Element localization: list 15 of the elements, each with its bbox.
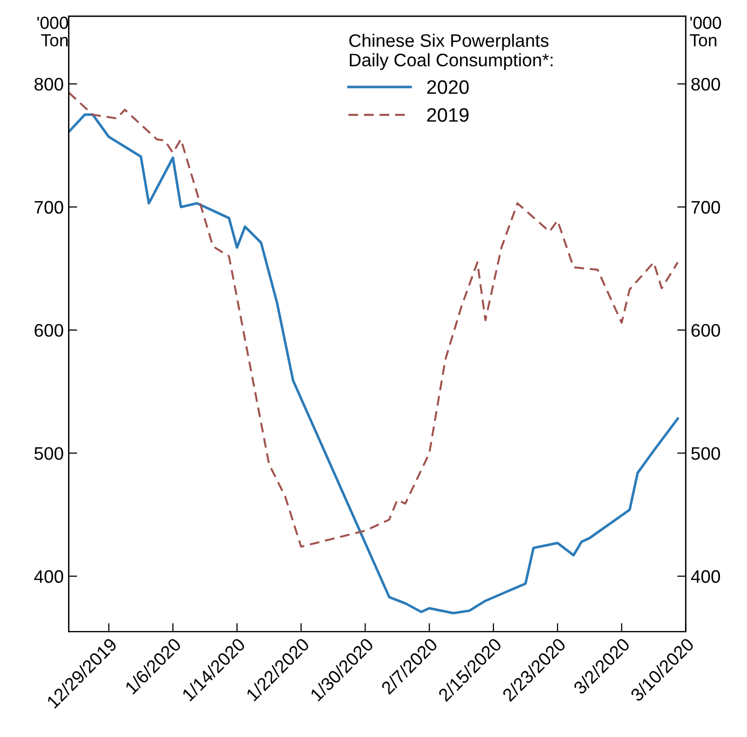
y-axis-title: '000 Ton <box>37 16 68 46</box>
y2-tick-label: 800 <box>691 78 720 91</box>
y-tick-label: 500 <box>34 447 64 460</box>
legend-title: Chinese Six Powerplants Daily Coal Consumption*: <box>349 34 552 70</box>
y-tick-label: 600 <box>34 324 64 337</box>
y2-tick-label: 700 <box>692 200 720 214</box>
y-tick-label: 400 <box>34 570 64 583</box>
y2-tick-label: 400 <box>691 570 720 583</box>
y2-tick-label: 600 <box>692 324 720 337</box>
legend-label: 2019 <box>427 108 469 122</box>
legend-label: 2020 <box>427 80 469 94</box>
y-tick-label: 700 <box>34 200 64 214</box>
y2-axis-title: '000 Ton <box>690 16 722 46</box>
y-tick-label: 800 <box>34 78 64 91</box>
y2-tick-label: 500 <box>691 447 720 460</box>
